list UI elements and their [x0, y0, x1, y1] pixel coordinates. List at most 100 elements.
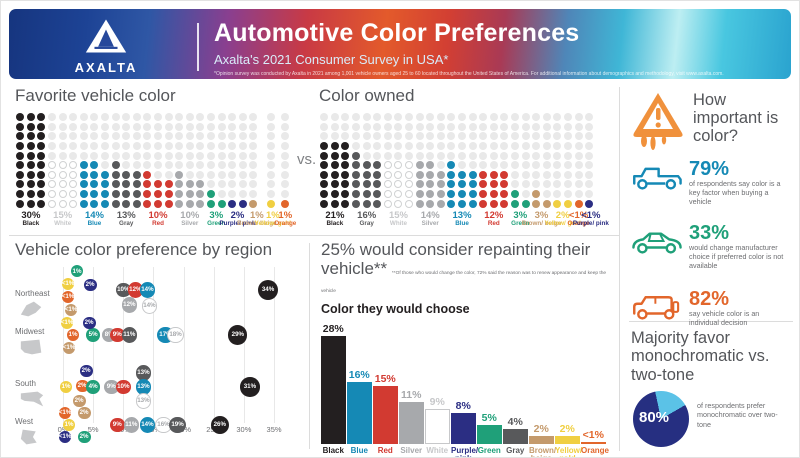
waffle-dot	[196, 113, 205, 122]
waffle-dot	[553, 189, 562, 198]
waffle-dot	[90, 132, 99, 141]
waffle-dot	[341, 141, 350, 150]
bubble-northeast-brown: <1%	[64, 303, 78, 317]
waffle-dot	[281, 141, 290, 150]
waffle-column	[185, 112, 196, 208]
waffle-dot	[574, 113, 583, 122]
waffle-dot	[479, 170, 488, 179]
waffle-dot	[532, 122, 541, 131]
bar-black	[321, 336, 346, 445]
bubble-northeast-yellow: <1%	[61, 277, 75, 291]
axalta-logo: AXALTA	[31, 18, 181, 75]
waffle-dot	[436, 141, 445, 150]
waffle-dot	[330, 141, 339, 150]
bubble-midwest-black: 29%	[228, 325, 248, 345]
waffle-dot	[206, 151, 215, 160]
bar-value-label: 16%	[348, 369, 370, 382]
waffle-dot	[143, 122, 152, 131]
waffle-dot	[69, 122, 78, 131]
waffle-dot	[249, 199, 258, 208]
waffle-dot	[79, 180, 88, 189]
waffle-column	[47, 112, 58, 208]
waffle-dot	[352, 161, 361, 170]
waffle-group-blue: 13% Blue	[446, 112, 478, 228]
waffle-dot	[585, 151, 594, 160]
waffle-dot	[574, 170, 583, 179]
gridline	[123, 267, 125, 423]
waffle-dot	[458, 141, 467, 150]
waffle-group-yellow: 2% Yellow/ gold	[544, 112, 581, 228]
waffle-dot	[185, 122, 194, 131]
waffle-dot	[111, 170, 120, 179]
waffle-dot	[405, 151, 414, 160]
waffle-dot	[154, 113, 163, 122]
waffle-dot	[585, 180, 594, 189]
waffle-dot	[447, 199, 456, 208]
waffle-dot	[563, 122, 572, 131]
region-label-northeast: Northeast	[15, 289, 50, 298]
bar-brown	[529, 436, 554, 445]
waffle-dot	[16, 170, 25, 179]
waffle-dot	[373, 180, 382, 189]
waffle-dot	[415, 170, 424, 179]
waffle-dot	[175, 113, 184, 122]
waffle-dot	[521, 122, 530, 131]
waffle-dot	[373, 113, 382, 122]
bubble-south-white: 13%	[135, 393, 152, 409]
waffle-dot	[122, 141, 131, 150]
waffle-dot	[228, 161, 237, 170]
waffle-column	[79, 112, 90, 208]
waffle-dot	[48, 180, 57, 189]
waffle-dot	[132, 189, 141, 198]
bar-category-yellow: Yellow/ gold	[555, 446, 583, 457]
waffle-dot	[37, 189, 46, 198]
waffle-dot	[394, 122, 403, 131]
waffle-dot	[447, 122, 456, 131]
waffle-dot	[217, 199, 226, 208]
waffle-dot	[58, 170, 67, 179]
waffle-label-yellow: 2% Yellow/ gold	[544, 210, 581, 228]
bar-column-purple: 8%	[451, 318, 476, 445]
waffle-dot	[447, 151, 456, 160]
waffle-dot	[281, 161, 290, 170]
waffle-dot	[553, 122, 562, 131]
waffle-dot	[132, 113, 141, 122]
waffle-column	[499, 112, 510, 208]
waffle-dot	[436, 189, 445, 198]
waffle-dot	[383, 141, 392, 150]
waffle-label-green: 3% Green	[511, 210, 530, 228]
bar-category-black: Black	[322, 446, 344, 456]
waffle-dot	[320, 113, 329, 122]
waffle-dot	[574, 161, 583, 170]
waffle-dot	[206, 170, 215, 179]
waffle-column	[489, 112, 500, 208]
waffle-dot	[405, 180, 414, 189]
waffle-dot	[553, 199, 562, 208]
waffle-dot	[79, 132, 88, 141]
waffle-dot	[58, 180, 67, 189]
waffle-dot	[69, 199, 78, 208]
waffle-group-brown: 1% Brown/ beige	[237, 112, 277, 228]
waffle-dot	[510, 122, 519, 131]
waffle-dot	[405, 122, 414, 131]
waffle-dot	[585, 189, 594, 198]
waffle-dot	[574, 151, 583, 160]
region-map-northeast-icon	[19, 299, 45, 324]
waffle-dot	[90, 141, 99, 150]
waffle-dot	[58, 141, 67, 150]
waffle-dot	[143, 132, 152, 141]
waffle-dot	[383, 170, 392, 179]
waffle-dot	[281, 170, 290, 179]
waffle-dot	[373, 132, 382, 141]
waffle-dot	[585, 161, 594, 170]
waffle-dot	[217, 113, 226, 122]
waffle-label-red: 10% Red	[148, 210, 168, 228]
waffle-group-silver: 10% Silver	[174, 112, 206, 228]
waffle-label-blue: 13% Blue	[452, 210, 472, 228]
waffle-dot	[341, 189, 350, 198]
waffle-dot	[532, 199, 541, 208]
waffle-dot	[542, 170, 551, 179]
waffle-dot	[383, 132, 392, 141]
waffle-dot	[143, 180, 152, 189]
